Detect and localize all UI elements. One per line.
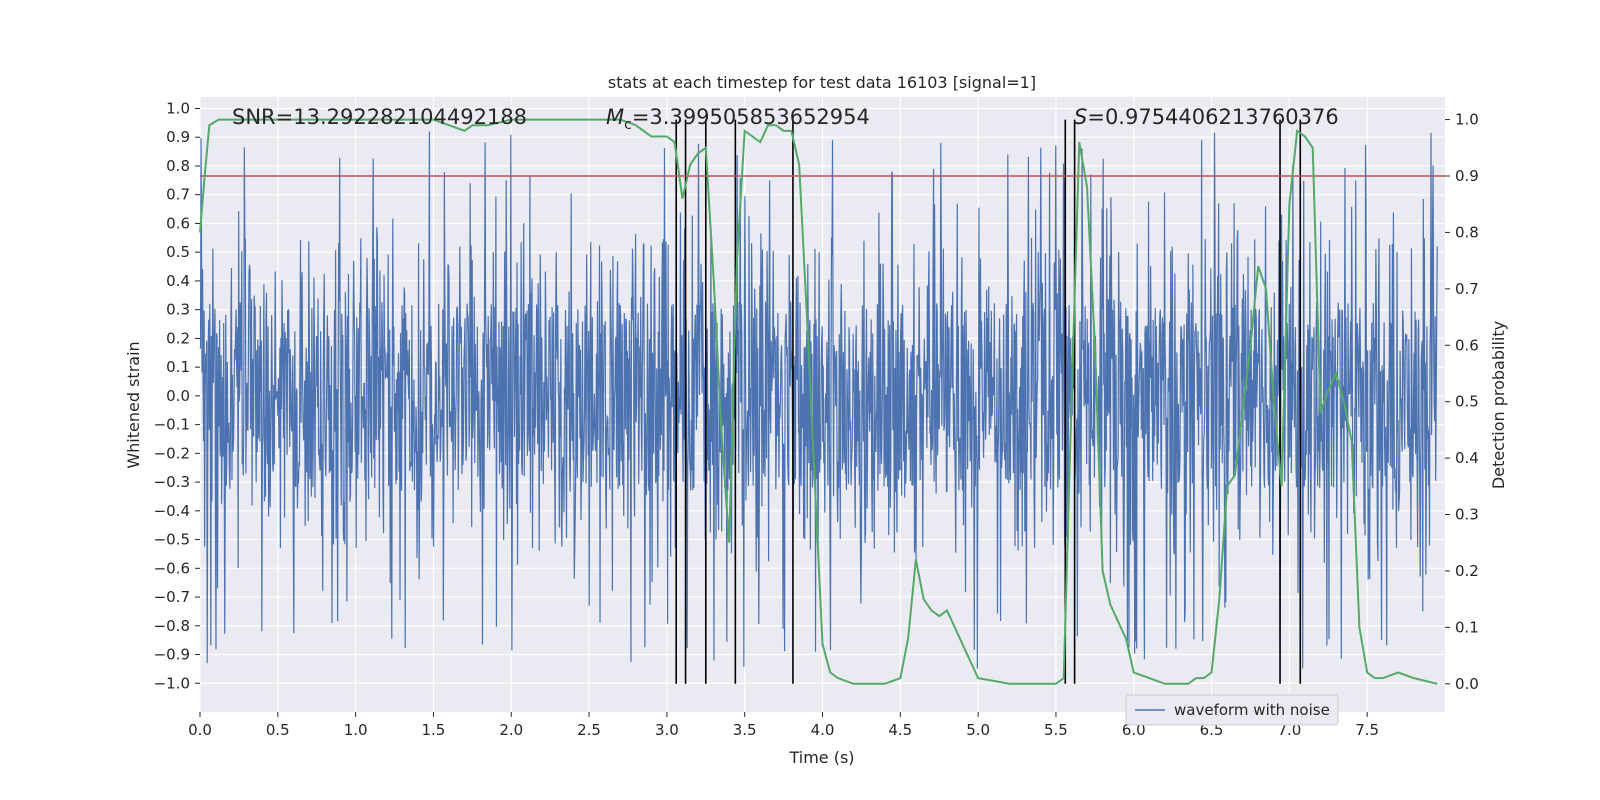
chirp-mass-value: =3.399505853652954: [632, 105, 870, 129]
x-tick-label-5: 2.5: [577, 721, 601, 739]
y-tick-label-5: −0.5: [154, 531, 190, 549]
snr-annotation: SNR=13.292282104492188: [232, 105, 527, 129]
x-tick-label-1: 0.5: [266, 721, 290, 739]
legend-box: [1125, 694, 1339, 726]
y-tick-label-8: −0.2: [154, 444, 190, 462]
x-tick-label-15: 7.5: [1355, 721, 1379, 739]
x-tick-label-7: 3.5: [733, 721, 757, 739]
y-tick-label-2: −0.8: [154, 617, 190, 635]
y-tick-label-3: −0.7: [154, 588, 190, 606]
y-tick-label-9: −0.1: [154, 416, 190, 434]
y-right-tick-label-5: 0.5: [1455, 393, 1479, 411]
x-axis-label: Time (s): [788, 748, 854, 767]
statistic-symbol: S: [1074, 105, 1087, 129]
y-tick-label-20: 1.0: [166, 99, 190, 117]
y-tick-label-15: 0.5: [166, 243, 190, 261]
y-tick-label-17: 0.7: [166, 186, 190, 204]
y-tick-label-12: 0.2: [166, 329, 190, 347]
y-right-tick-label-9: 0.9: [1455, 167, 1479, 185]
y-tick-label-18: 0.8: [166, 157, 190, 175]
legend-label-waveform: waveform with noise: [1174, 701, 1330, 719]
y-axis-ticks: −1.0 −0.9 −0.8 −0.7 −0.6 −0.5 −0.4 −0.3 −0.2 −0.1…: [154, 99, 200, 692]
y-right-tick-label-4: 0.4: [1455, 449, 1479, 467]
y-axis-label: Whitened strain: [124, 341, 143, 468]
chart-title: stats at each timestep for test data 161…: [608, 73, 1036, 92]
x-tick-label-11: 5.5: [1044, 721, 1068, 739]
y-tick-label-11: 0.1: [166, 358, 190, 376]
x-tick-label-10: 5.0: [966, 721, 990, 739]
y-right-axis-ticks: 0.0 0.1 0.2 0.3 0.4 0.5 0.6 0.7 0.8 0.9 1.0: [1445, 111, 1479, 693]
y-tick-label-4: −0.6: [154, 559, 190, 577]
y-right-tick-label-6: 0.6: [1455, 336, 1479, 354]
y-tick-label-13: 0.3: [166, 301, 190, 319]
x-tick-label-9: 4.5: [888, 721, 912, 739]
x-tick-label-6: 3.0: [655, 721, 679, 739]
y-right-tick-label-1: 0.1: [1455, 618, 1479, 636]
waveform-with-noise-series: [199, 131, 1438, 669]
detection-probability-series: [199, 118, 1438, 685]
y-right-tick-label-3: 0.3: [1455, 506, 1479, 524]
legend: waveform with noise: [1125, 694, 1339, 726]
y-right-tick-label-0: 0.0: [1455, 675, 1479, 693]
y-tick-label-1: −0.9: [154, 646, 190, 664]
y-right-axis-label: Detection probability: [1489, 321, 1508, 489]
y-right-tick-label-7: 0.7: [1455, 280, 1479, 298]
y-tick-label-0: −1.0: [154, 674, 190, 692]
waveform-line: [199, 131, 1438, 669]
x-tick-label-0: 0.0: [188, 721, 212, 739]
detection-probability-line: [199, 118, 1438, 685]
y-tick-label-10: 0.0: [166, 387, 190, 405]
x-tick-label-3: 1.5: [422, 721, 446, 739]
x-tick-label-4: 2.0: [499, 721, 523, 739]
y-tick-label-6: −0.4: [154, 502, 190, 520]
y-tick-label-7: −0.3: [154, 473, 190, 491]
y-right-tick-label-8: 0.8: [1455, 223, 1479, 241]
chirp-mass-symbol: M: [606, 105, 624, 129]
x-tick-label-2: 1.0: [344, 721, 368, 739]
y-right-tick-label-2: 0.2: [1455, 562, 1479, 580]
x-axis-ticks: 0.0 0.5 1.0 1.5 2.0 2.5 3.0 3.5 4.0 4.5 5.0 5.5 6.0 6…: [188, 712, 1379, 739]
statistic-value: =0.9754406213760376: [1087, 105, 1338, 129]
y-tick-label-19: 0.9: [166, 128, 190, 146]
chirp-mass-annotation: Mc=3.399505853652954: [606, 105, 870, 133]
chirp-mass-subscript: c: [624, 117, 632, 133]
y-tick-label-16: 0.6: [166, 214, 190, 232]
y-right-tick-label-10: 1.0: [1455, 111, 1479, 129]
y-tick-label-14: 0.4: [166, 272, 190, 290]
statistic-annotation: S=0.9754406213760376: [1074, 105, 1339, 129]
x-tick-label-8: 4.0: [811, 721, 835, 739]
